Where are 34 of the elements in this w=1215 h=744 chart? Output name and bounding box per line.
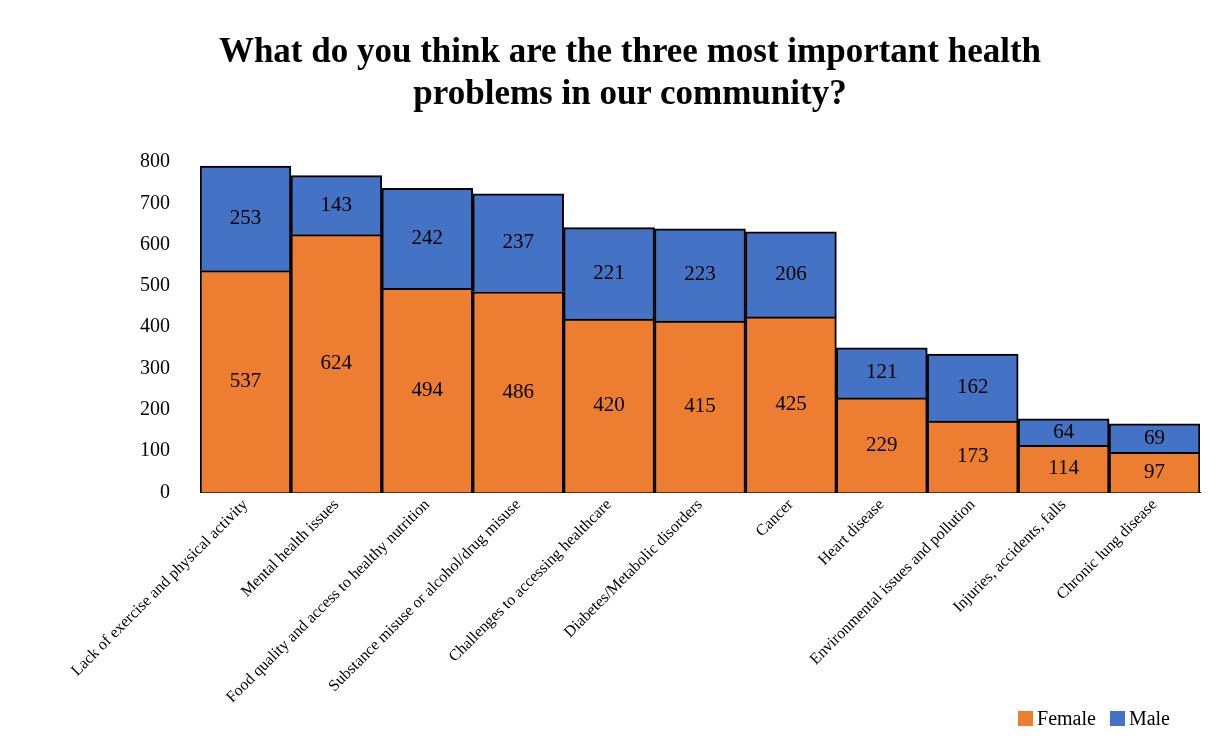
data-label: 64 [1053, 418, 1075, 443]
data-label: 173 [956, 443, 989, 468]
y-tick-label: 200 [140, 397, 170, 420]
data-label: 114 [1048, 455, 1080, 480]
data-label: 121 [866, 359, 898, 384]
data-label: 425 [775, 391, 807, 416]
data-label: 486 [502, 378, 534, 403]
y-tick-label: 100 [140, 438, 170, 461]
data-label: 162 [956, 374, 989, 399]
y-tick-label: 500 [140, 273, 170, 296]
data-label: 242 [411, 224, 444, 249]
data-label: 69 [1144, 424, 1166, 449]
data-label: 223 [684, 261, 716, 286]
data-label: 624 [320, 350, 353, 375]
y-tick-label: 700 [140, 190, 170, 213]
chart-title: What do you think are the three most important health problems in our community? [217, 30, 1043, 114]
data-label: 415 [684, 393, 716, 418]
data-label: 237 [502, 229, 534, 254]
data-label: 143 [320, 191, 353, 216]
data-label: 221 [593, 259, 625, 284]
data-label: 420 [593, 392, 625, 417]
y-tick-label: 400 [140, 314, 170, 337]
y-tick-label: 0 [160, 479, 170, 502]
data-label: 229 [866, 431, 898, 456]
data-label: 253 [229, 204, 262, 229]
y-tick-label: 600 [140, 231, 170, 254]
legend-label: Male [1128, 707, 1170, 730]
data-label: 206 [775, 260, 807, 285]
legend-label: Female [1037, 707, 1096, 730]
data-label: 537 [229, 368, 262, 393]
y-tick-label: 800 [140, 149, 170, 172]
data-label: 97 [1144, 458, 1166, 483]
y-tick-label: 300 [140, 355, 170, 378]
data-label: 494 [411, 376, 444, 401]
